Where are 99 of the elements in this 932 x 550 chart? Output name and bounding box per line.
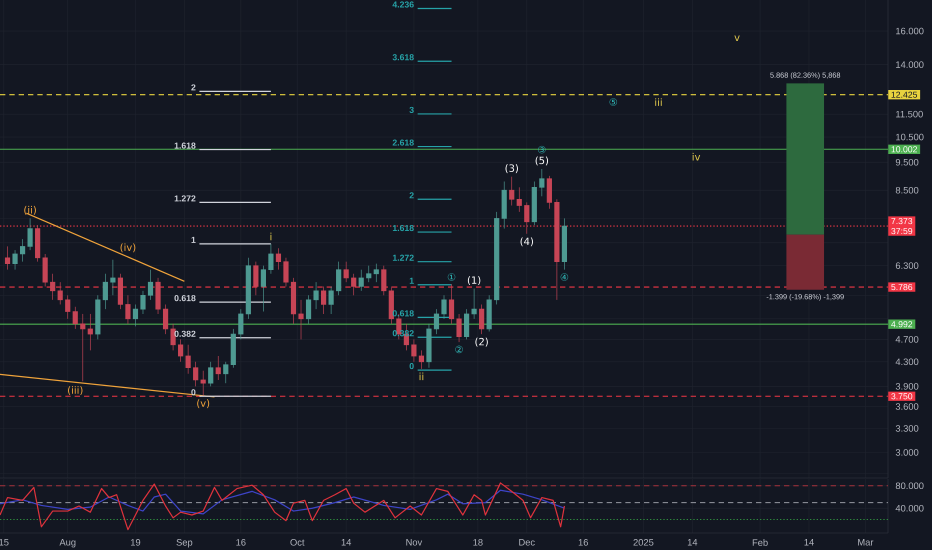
candlestick: [155, 278, 161, 314]
annotation: (3): [506, 164, 518, 174]
x-tick-label: Mar: [858, 539, 874, 546]
annotation: iii: [655, 98, 662, 106]
y-tick-label: 8.500: [896, 186, 918, 194]
series-label: 4.236: [392, 1, 414, 8]
y-tick-label: 3.600: [896, 403, 918, 410]
line-series: [0, 482, 566, 530]
series-label: 1: [192, 236, 196, 243]
annotation: (v): [197, 399, 210, 408]
y-tick-label: 40.000: [896, 504, 924, 512]
series-label: 1.272: [174, 195, 196, 202]
candlestick: [140, 290, 146, 314]
annotation: (iii): [68, 386, 82, 396]
candlestick: [268, 244, 274, 274]
x-tick-label: 14: [342, 539, 352, 546]
line-series: [0, 490, 566, 514]
series-label: 1.618: [174, 142, 196, 149]
candlestick: [434, 308, 440, 334]
text: 37:59: [891, 228, 912, 234]
candlestick: [148, 269, 154, 300]
y-tick-label: 3.300: [896, 425, 918, 432]
annotation: (ii): [24, 206, 36, 215]
annotation: ④: [560, 273, 568, 281]
candlestick: [162, 304, 168, 334]
series-label: 1.618: [392, 224, 414, 232]
x-tick-label: 18: [473, 539, 483, 546]
series-label: 0: [410, 363, 414, 370]
x-tick-label: Sep: [176, 539, 192, 548]
x-tick-label: 14: [804, 539, 814, 546]
candlestick: [448, 284, 454, 324]
y-tick-label: 3.000: [896, 449, 918, 456]
candlestick: [306, 294, 312, 324]
y-tick-label: 4.700: [896, 336, 918, 343]
candlestick: [132, 304, 138, 327]
series-label: 2.618: [392, 140, 414, 146]
ref-line-label: 4.992: [891, 321, 912, 328]
annotation: ①: [448, 273, 456, 281]
y-tick-label: 14.000: [896, 61, 924, 68]
ref-line-label: 10.002: [892, 146, 917, 152]
x-tick-label: 16: [236, 539, 246, 546]
x-tick-label: Aug: [59, 539, 76, 548]
candlestick: [298, 299, 304, 340]
candlestick: [283, 257, 289, 287]
candlestick: [125, 294, 131, 324]
y-tick-label: 10.500: [896, 134, 924, 140]
series-label: 3: [409, 106, 414, 114]
candlestick: [290, 278, 296, 324]
candlestick: [200, 370, 206, 396]
y-tick-label: 6.300: [896, 262, 918, 269]
annotation: v: [734, 36, 740, 41]
ref-line-label: 3.750: [891, 393, 912, 400]
annotation: (1): [468, 276, 480, 286]
series-label: 1.272: [392, 254, 414, 261]
annotation: (2): [475, 338, 488, 347]
candlestick: [313, 282, 319, 310]
candlestick: [418, 350, 424, 370]
candlestick: [464, 308, 470, 340]
x-tick-label: 19: [130, 539, 140, 546]
candlestick: [276, 248, 282, 270]
series-label: 1: [410, 278, 414, 284]
y-tick-label: 80.000: [896, 482, 924, 490]
y-tick-label: 4.300: [896, 358, 918, 366]
candlestick: [110, 259, 116, 296]
ref-line-label: 7.373: [891, 218, 912, 224]
candlestick: [88, 314, 93, 351]
ref-line-label: 12.425: [892, 92, 918, 98]
candlestick: [80, 314, 86, 382]
y-tick-label: 16.000: [896, 28, 924, 34]
candlestick: [12, 250, 18, 270]
annotation: ii: [420, 372, 424, 380]
x-tick-label: Nov: [406, 539, 422, 546]
candlestick: [20, 238, 26, 262]
annotation: iv: [692, 152, 700, 160]
x-tick-label: Feb: [752, 539, 768, 546]
annotation: (iv): [120, 243, 136, 252]
series-label: 0: [191, 389, 196, 396]
candlestick: [426, 323, 432, 368]
y-tick-label: 11.500: [896, 110, 923, 118]
y-tick-label: 9.500: [896, 158, 918, 166]
candlestick: [441, 294, 447, 320]
series-label: 2: [191, 84, 196, 90]
annotation: ⑤: [610, 98, 618, 106]
x-tick-label: Oct: [290, 539, 304, 546]
series-label: 3.618: [392, 54, 414, 60]
annotation: (5): [536, 156, 548, 166]
x-tick-label: 16: [578, 539, 588, 546]
candlestick: [456, 314, 462, 342]
y-tick-label: 3.900: [896, 383, 918, 390]
x-tick-label: 2025: [634, 539, 654, 546]
candlestick: [4, 246, 10, 270]
series-label: 2: [410, 192, 414, 198]
annotation: i: [270, 232, 272, 240]
series-label: 0.618: [174, 295, 196, 302]
annotation: (4): [520, 237, 533, 246]
x-tick-label: 14: [688, 539, 698, 546]
annotation: ②: [455, 346, 463, 354]
ref-line-label: 5.786: [891, 284, 912, 290]
x-tick-label: Dec: [519, 539, 535, 546]
